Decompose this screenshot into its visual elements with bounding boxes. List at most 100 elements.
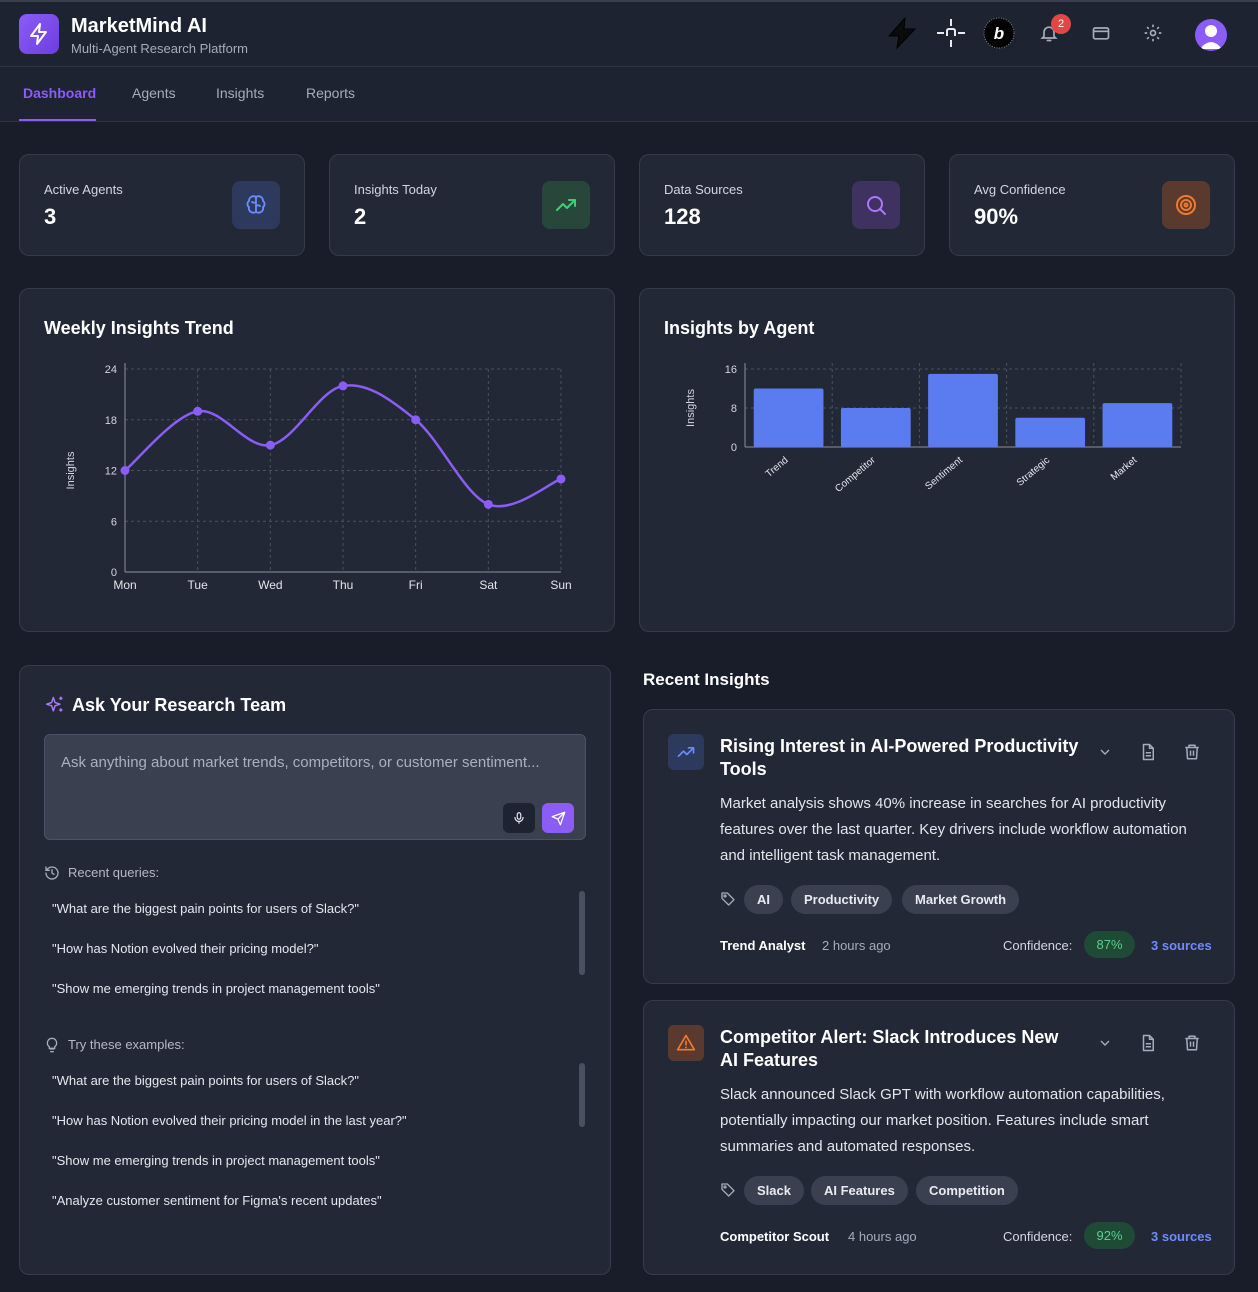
y-tick-label: 0 [111,567,117,579]
example-query[interactable]: "Show me emerging trends in project mana… [52,1153,380,1168]
trending-up-icon [668,734,704,770]
tab-insights[interactable]: Insights [216,85,265,101]
stat-value: 2 [354,204,367,229]
crosshair-icon[interactable] [934,16,968,50]
y-tick-label: 8 [731,403,737,415]
insight-body: Slack announced Slack GPT with workflow … [720,1086,1165,1155]
tag[interactable]: Productivity [791,885,893,914]
confidence-label: Confidence: [1003,1229,1073,1244]
document-icon[interactable] [1138,1033,1158,1053]
avatar[interactable] [1195,19,1227,51]
tag[interactable]: AI [744,885,783,914]
weekly-trend-card: Weekly Insights Trend 0 6 12 18 24 Mon Tue Wed T… [19,288,615,632]
bar [1015,417,1086,447]
ask-card: Ask Your Research Team Recent queries: "… [19,665,611,1275]
x-tick-label: Sun [550,578,571,592]
insight-title: Rising Interest in AI-Powered Productivi… [720,736,1079,779]
stat-label: Insights Today [354,182,437,197]
tag[interactable]: Competition [916,1176,1018,1205]
tag[interactable]: AI Features [811,1176,908,1205]
bar [928,373,998,447]
y-tick-label: 12 [105,466,117,478]
bar [1102,403,1173,447]
stat-value: 3 [44,204,57,229]
tag[interactable]: Slack [744,1176,804,1205]
send-button[interactable] [542,803,574,833]
chevron-down-icon[interactable] [1095,742,1115,762]
confidence-badge: 87% [1084,931,1135,958]
stat-label: Active Agents [44,182,123,197]
x-tick-label: Wed [258,578,282,592]
chevron-down-icon[interactable] [1095,1033,1115,1053]
recent-insights-title: Recent Insights [643,670,770,689]
agent-bar-card: Insights by Agent 0 8 16 Insights Trend Compe… [639,288,1235,632]
logo[interactable] [19,14,59,54]
insight-card: Competitor Alert: Slack Introduces New A… [643,1000,1235,1275]
brain-icon [232,181,280,229]
data-point [411,415,421,425]
gear-icon[interactable] [1136,16,1170,50]
insight-title: Competitor Alert: Slack Introduces New A… [720,1027,1059,1070]
series-line [124,384,562,508]
tag-icon [721,892,735,906]
data-point [265,440,275,450]
weekly-line-chart: 0 6 12 18 24 Mon Tue Wed Thu Fri Sat Sun Insights [65,363,572,592]
x-tick-label: Mon [113,578,136,592]
data-point [120,466,130,475]
lightbulb-icon [46,1037,58,1053]
x-tick-label: Sat [479,578,498,592]
agent-bar-chart: 0 8 16 Insights Trend Competitor Sentiment Stra… [685,363,1182,495]
recent-queries-label: Recent queries: [68,865,160,880]
recent-query[interactable]: "What are the biggest pain points for us… [52,901,359,916]
example-query[interactable]: "Analyze customer sentiment for Figma's … [52,1193,382,1208]
insight-card: Rising Interest in AI-Powered Productivi… [643,709,1235,984]
data-point [193,406,203,416]
data-point [483,499,493,509]
y-tick-label: 18 [105,415,117,427]
svg-text:b: b [994,24,1004,43]
ask-input[interactable] [44,734,586,840]
recent-scrollbar[interactable] [579,891,585,975]
sources-link[interactable]: 3 sources [1151,1229,1212,1244]
nav-bar: Dashboard Agents Insights Reports [0,67,1258,122]
trending-up-icon [542,181,590,229]
trash-icon[interactable] [1182,1033,1202,1053]
examples-scrollbar[interactable] [579,1063,585,1127]
recent-query[interactable]: "How has Notion evolved their pricing mo… [52,941,319,956]
tab-agents[interactable]: Agents [132,85,176,101]
top-bar: MarketMind AI Multi-Agent Research Platf… [0,0,1258,67]
data-point [338,381,348,391]
recent-query[interactable]: "Show me emerging trends in project mana… [52,981,380,996]
data-point [556,474,566,484]
x-tick-label: Sentiment [923,455,965,493]
x-tick-label: Competitor [833,454,878,494]
card-icon[interactable] [1084,16,1118,50]
mic-icon [514,812,524,824]
alert-triangle-icon [668,1025,704,1061]
history-icon [45,866,59,880]
stat-card-insights-today: Insights Today 2 [329,154,615,256]
bolt-icon[interactable] [885,16,919,50]
tab-dashboard[interactable]: Dashboard [23,85,97,101]
mic-button[interactable] [503,803,535,833]
y-axis-label: Insights [685,389,697,427]
app-title: MarketMind AI [71,15,207,37]
b-logo-icon[interactable]: b [982,16,1016,50]
y-tick-label: 6 [111,516,117,528]
x-tick-label: Fri [409,578,423,592]
stat-card-active-agents: Active Agents 3 [19,154,305,256]
app-subtitle: Multi-Agent Research Platform [71,41,249,56]
tab-reports[interactable]: Reports [306,85,356,101]
insight-body: Market analysis shows 40% increase in se… [720,795,1187,864]
tag-icon [721,1183,735,1197]
insight-author: Trend Analyst [720,938,806,953]
example-query[interactable]: "How has Notion evolved their pricing mo… [52,1113,407,1128]
sources-link[interactable]: 3 sources [1151,938,1212,953]
document-icon[interactable] [1138,742,1158,762]
example-query[interactable]: "What are the biggest pain points for us… [52,1073,359,1088]
tag[interactable]: Market Growth [902,885,1020,914]
stat-value: 128 [664,204,701,229]
y-tick-label: 24 [105,364,117,376]
stat-card-avg-confidence: Avg Confidence 90% [949,154,1235,256]
trash-icon[interactable] [1182,742,1202,762]
